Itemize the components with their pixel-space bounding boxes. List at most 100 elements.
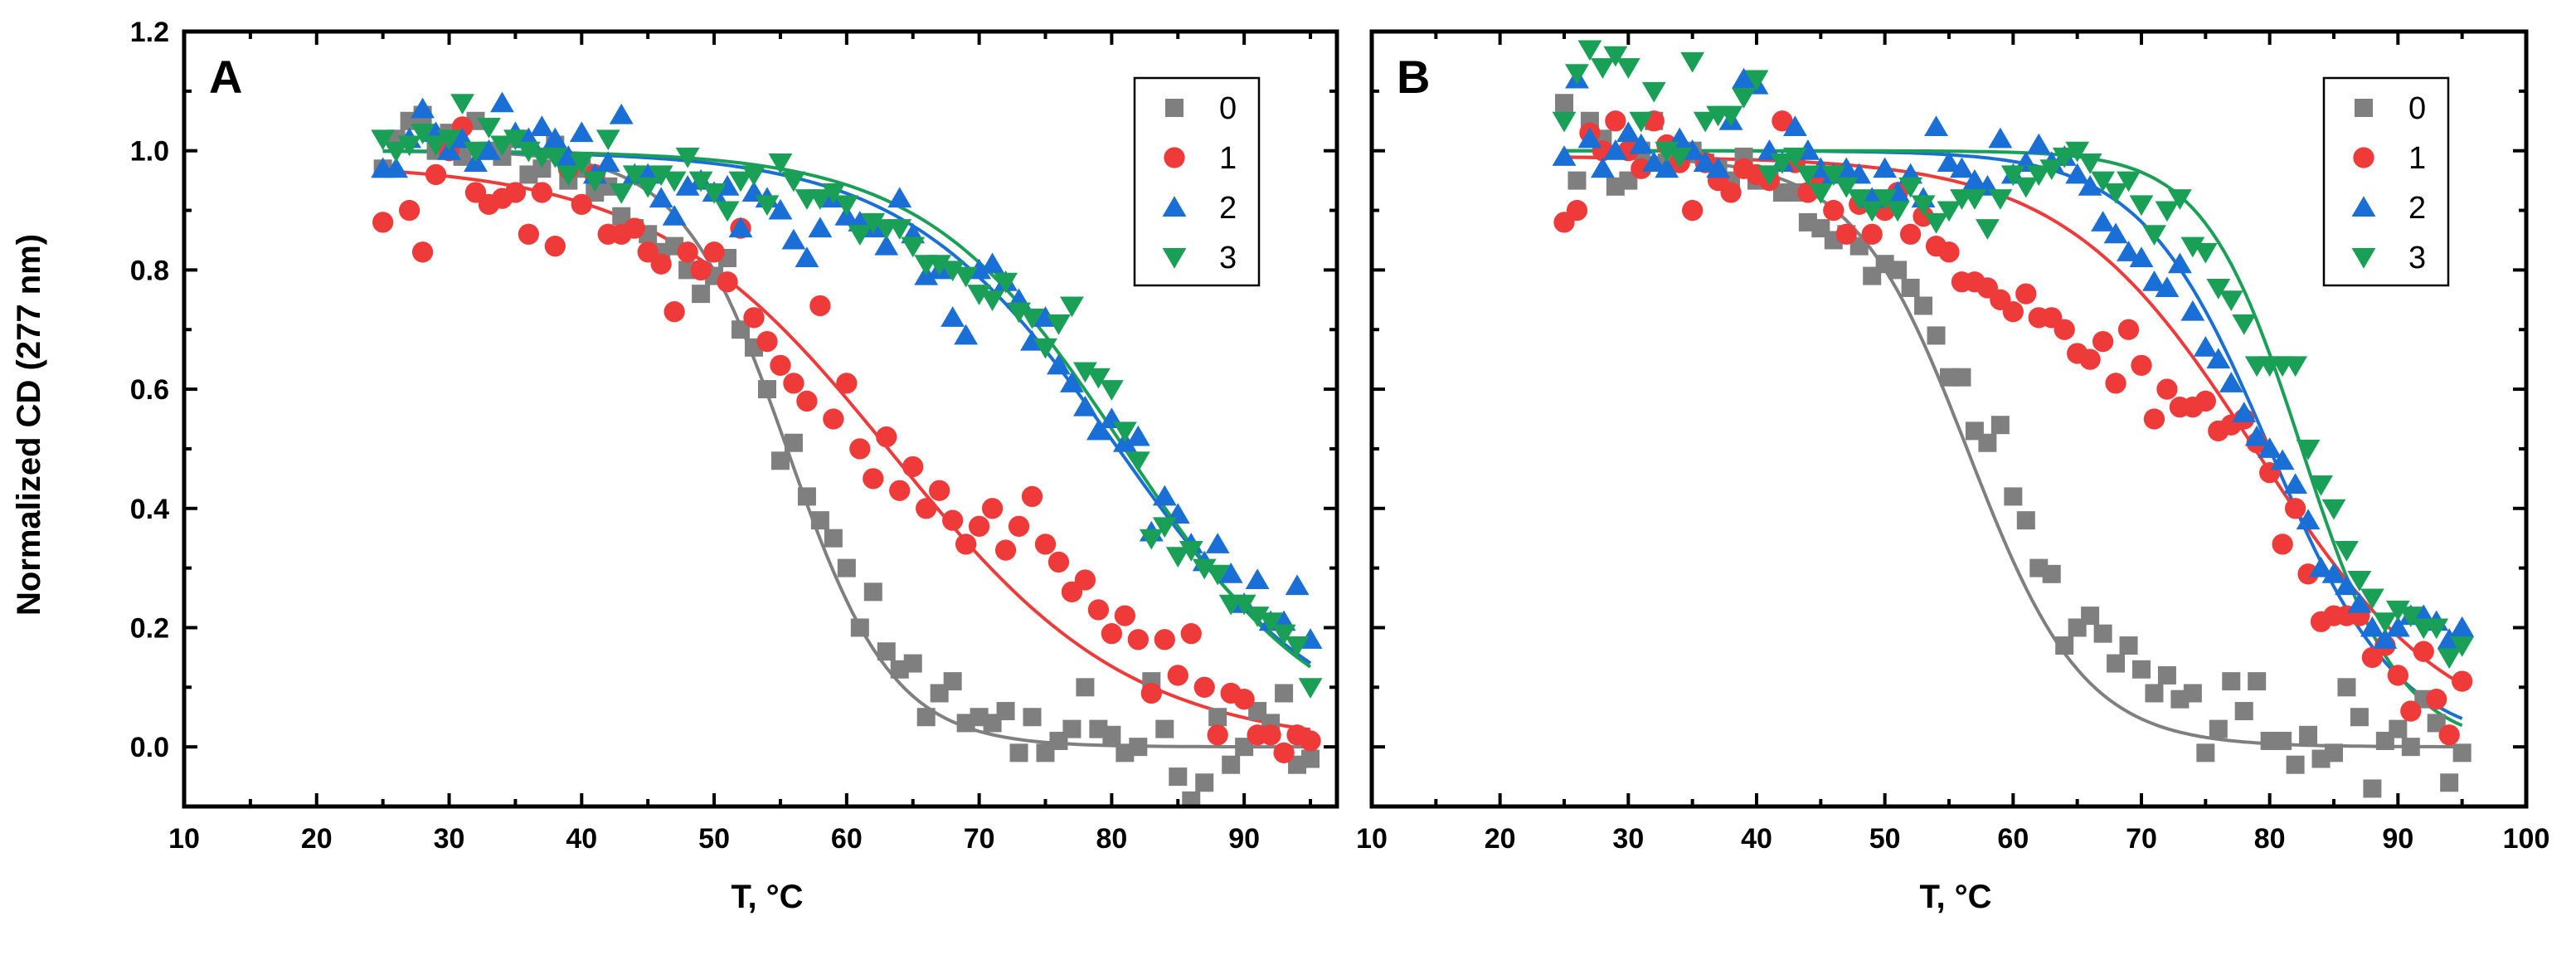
data-point-series-2 bbox=[609, 103, 634, 124]
data-point-series-1 bbox=[2272, 534, 2293, 555]
data-point-series-3 bbox=[2155, 201, 2180, 222]
x-tick-label: 60 bbox=[1997, 823, 2029, 855]
data-point-series-0 bbox=[2401, 738, 2420, 757]
data-point-series-3 bbox=[2078, 153, 2102, 174]
data-point-series-1 bbox=[624, 217, 645, 239]
data-point-series-3 bbox=[1139, 529, 1164, 550]
data-point-series-3 bbox=[1086, 368, 1111, 389]
data-point-series-3 bbox=[728, 171, 753, 192]
legend-box bbox=[1133, 76, 1261, 287]
data-point-series-0 bbox=[2273, 731, 2292, 750]
data-point-series-1 bbox=[398, 199, 420, 222]
data-point-series-0 bbox=[903, 654, 922, 673]
data-point-series-1 bbox=[1154, 629, 1175, 650]
data-point-series-3 bbox=[967, 285, 992, 305]
legend-marker-series-2 bbox=[1162, 196, 1187, 217]
data-point-series-3 bbox=[2219, 290, 2243, 312]
data-point-series-2 bbox=[2078, 175, 2102, 196]
data-point-series-0 bbox=[770, 451, 790, 470]
data-point-series-3 bbox=[2347, 570, 2372, 592]
data-point-series-3 bbox=[2373, 612, 2398, 634]
data-point-series-2 bbox=[2258, 437, 2282, 458]
data-point-series-3 bbox=[1552, 111, 1577, 133]
data-point-series-2 bbox=[1072, 395, 1097, 417]
x-axis-label: T, °C bbox=[731, 879, 803, 915]
data-point-series-0 bbox=[757, 380, 776, 399]
data-point-series-0 bbox=[1222, 755, 1241, 774]
data-point-series-0 bbox=[824, 529, 843, 548]
data-point-series-3 bbox=[927, 255, 952, 275]
data-point-series-1 bbox=[743, 307, 765, 329]
data-point-series-2 bbox=[1950, 157, 1974, 178]
data-point-series-3 bbox=[2321, 499, 2346, 520]
data-points bbox=[371, 91, 1323, 806]
panel-a: 10 20 30 40 50 60 70 80 900.00.20.40.60.81.01.2T… bbox=[130, 17, 1339, 915]
data-point-series-3 bbox=[2180, 236, 2205, 258]
data-point-series-0 bbox=[2427, 714, 2446, 733]
data-point-series-3 bbox=[2014, 177, 2039, 198]
data-point-series-1 bbox=[929, 480, 950, 501]
y-tick-label: 0.8 bbox=[130, 255, 169, 286]
data-point-series-0 bbox=[863, 582, 882, 602]
data-point-series-3 bbox=[1667, 147, 1692, 168]
data-point-series-3 bbox=[1629, 111, 1654, 133]
data-point-series-2 bbox=[1655, 157, 1679, 178]
data-point-series-0 bbox=[1555, 94, 1573, 113]
data-point-series-3 bbox=[887, 219, 912, 240]
data-point-series-3 bbox=[2283, 356, 2308, 378]
data-point-series-1 bbox=[1938, 241, 1960, 263]
data-point-series-0 bbox=[2119, 636, 2138, 655]
data-point-series-3 bbox=[848, 225, 872, 246]
data-point-series-3 bbox=[477, 117, 501, 139]
data-point-series-2 bbox=[1245, 568, 1270, 589]
data-point-series-3 bbox=[503, 129, 527, 151]
data-point-series-3 bbox=[397, 135, 422, 157]
data-point-series-1 bbox=[770, 354, 791, 376]
data-point-series-3 bbox=[450, 94, 474, 115]
data-point-series-2 bbox=[980, 252, 1005, 274]
data-point-series-3 bbox=[1112, 421, 1137, 443]
data-point-series-1 bbox=[663, 301, 685, 323]
data-point-series-0 bbox=[532, 159, 552, 178]
data-point-series-2 bbox=[542, 127, 567, 149]
data-point-series-3 bbox=[741, 165, 766, 187]
data-point-series-0 bbox=[1182, 791, 1201, 806]
data-point-series-2 bbox=[2244, 425, 2269, 446]
data-point-series-3 bbox=[1757, 165, 1781, 187]
data-point-series-1 bbox=[2105, 373, 2126, 394]
data-point-series-3 bbox=[1988, 189, 2013, 210]
data-points bbox=[1552, 40, 2475, 798]
data-point-series-3 bbox=[2052, 147, 2077, 168]
data-point-series-2 bbox=[1782, 115, 1807, 136]
data-point-series-3 bbox=[1655, 141, 1679, 163]
data-point-series-1 bbox=[1114, 605, 1136, 626]
data-point-series-1 bbox=[1021, 485, 1043, 508]
data-point-series-0 bbox=[1888, 261, 1908, 280]
data-point-series-2 bbox=[1060, 372, 1084, 392]
data-point-series-3 bbox=[702, 183, 727, 204]
data-point-series-0 bbox=[2389, 719, 2408, 738]
x-tick-label: 50 bbox=[698, 823, 730, 855]
data-point-series-3 bbox=[582, 171, 607, 192]
data-point-series-3 bbox=[1152, 517, 1177, 538]
data-point-series-1 bbox=[2054, 319, 2075, 340]
data-point-series-3 bbox=[781, 171, 806, 192]
data-point-series-3 bbox=[2399, 607, 2423, 627]
data-point-series-3 bbox=[901, 236, 926, 258]
panel-label: B bbox=[1397, 51, 1430, 103]
data-point-series-0 bbox=[2055, 636, 2074, 655]
data-point-series-2 bbox=[2360, 616, 2384, 637]
data-point-series-1 bbox=[717, 271, 738, 293]
series-3 bbox=[371, 94, 1323, 699]
data-point-series-2 bbox=[1706, 157, 1731, 178]
data-point-series-1 bbox=[2413, 641, 2434, 662]
data-point-series-0 bbox=[810, 511, 829, 530]
data-point-series-1 bbox=[796, 390, 818, 412]
data-point-series-3 bbox=[1911, 195, 1936, 217]
data-point-series-3 bbox=[2142, 225, 2166, 246]
data-point-series-1 bbox=[876, 426, 897, 448]
data-point-series-0 bbox=[1208, 708, 1227, 727]
data-point-series-3 bbox=[1205, 564, 1230, 586]
data-point-series-1 bbox=[2297, 563, 2319, 585]
data-point-series-0 bbox=[1169, 767, 1188, 787]
